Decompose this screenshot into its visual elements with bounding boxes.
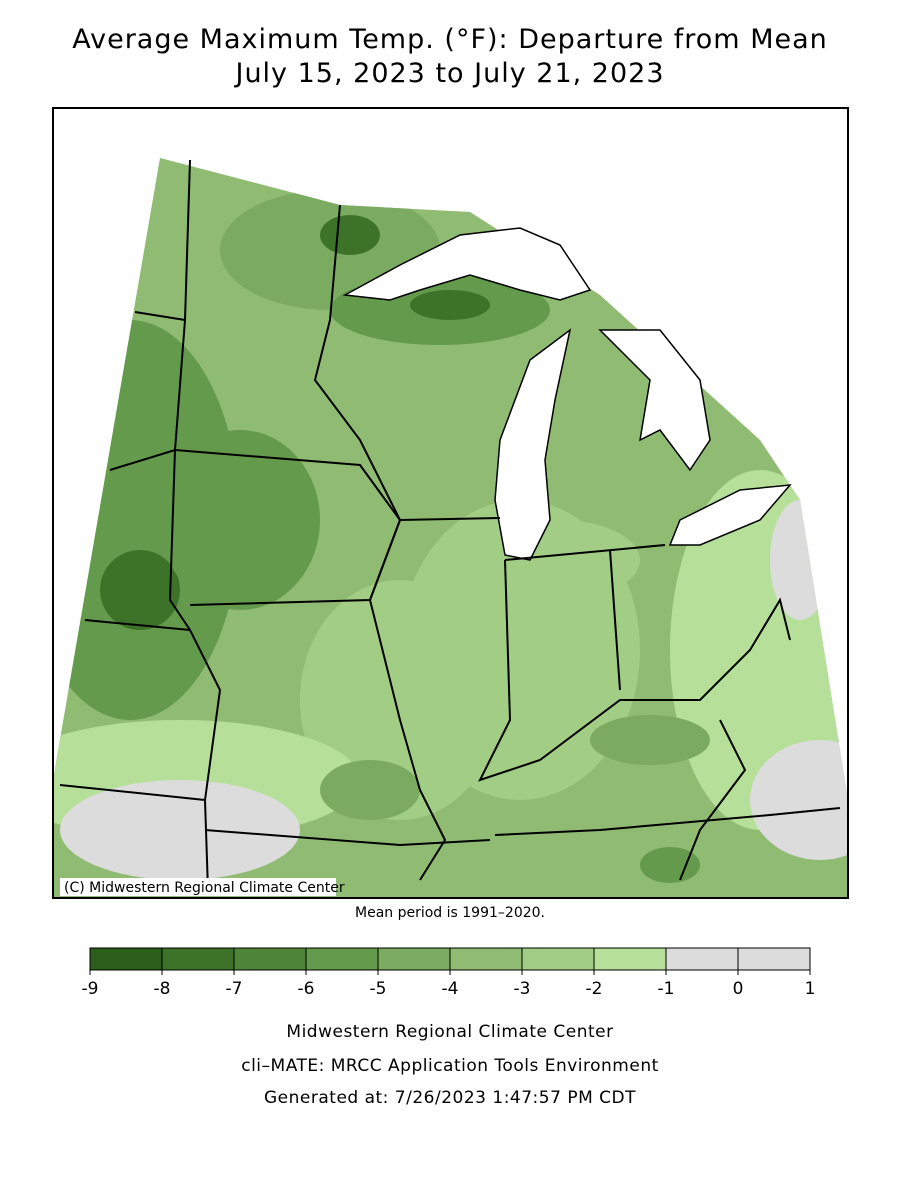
- legend-tick-label: -2: [586, 979, 603, 999]
- legend-tick-label: -9: [82, 979, 99, 999]
- legend-swatch: [89, 947, 163, 971]
- legend-tick-label: -6: [298, 979, 315, 999]
- legend-tick-label: -8: [154, 979, 171, 999]
- legend-tick-label: -3: [514, 979, 531, 999]
- legend-swatch: [305, 947, 379, 971]
- legend-swatch: [737, 947, 811, 971]
- legend-swatch: [449, 947, 523, 971]
- legend-swatch: [665, 947, 739, 971]
- legend-swatch: [161, 947, 235, 971]
- title-line: July 15, 2023 to July 21, 2023: [233, 58, 664, 89]
- title-line: Average Maximum Temp. (°F): Departure fr…: [72, 24, 828, 55]
- footer-line: Generated at: 7/26/2023 1:47:57 PM CDT: [264, 1088, 636, 1108]
- legend-tick-label: -4: [442, 979, 459, 999]
- legend-tick-label: 1: [805, 979, 816, 999]
- copyright-box: [60, 878, 336, 896]
- state-boundaries: [59, 159, 841, 891]
- legend-swatch: [593, 947, 667, 971]
- mean-period-note: Mean period is 1991–2020.: [355, 905, 545, 921]
- copyright: (C) Midwestern Regional Climate Center: [64, 880, 345, 896]
- footer-line: cli–MATE: MRCC Application Tools Environ…: [241, 1056, 659, 1076]
- legend-tick-label: -5: [370, 979, 387, 999]
- legend-swatch: [377, 947, 451, 971]
- legend-tick-label: -1: [658, 979, 675, 999]
- legend-swatch: [521, 947, 595, 971]
- footer-line: Midwestern Regional Climate Center: [286, 1022, 613, 1042]
- legend-tick-label: -7: [226, 979, 243, 999]
- map-frame: [52, 107, 849, 899]
- legend-tick-label: 0: [733, 979, 744, 999]
- legend-swatch: [233, 947, 307, 971]
- legend: -9 -8 -7 -6 -5 -4 -3 -2 -1 0 1: [82, 947, 816, 999]
- lakes: [342, 227, 792, 561]
